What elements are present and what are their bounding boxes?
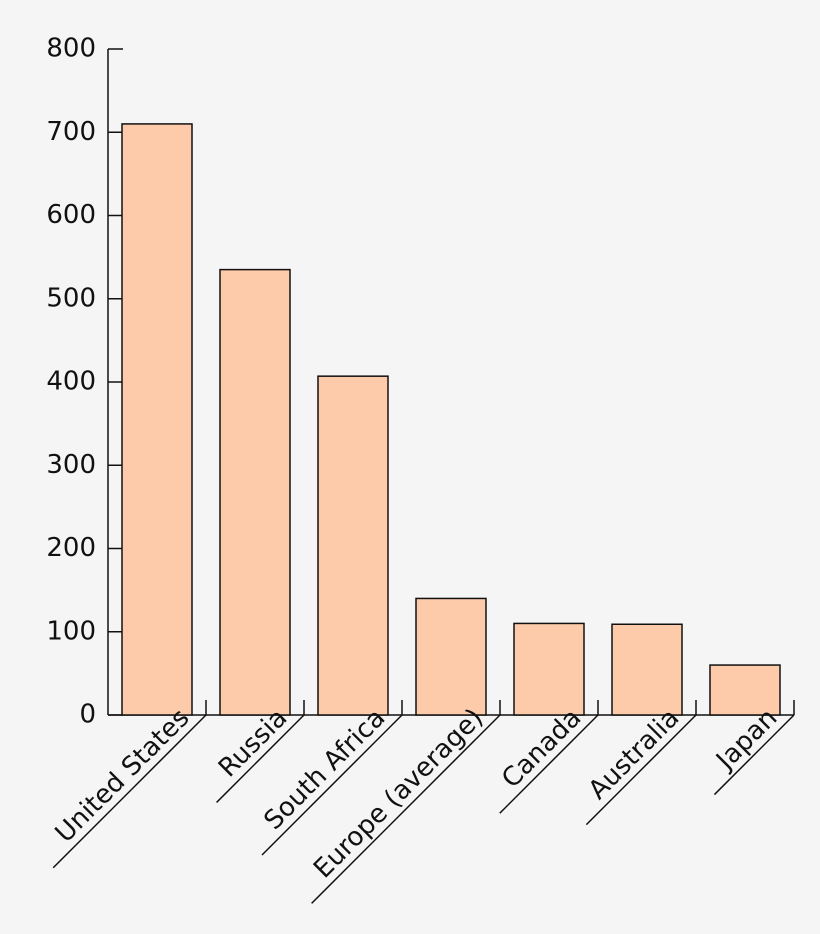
x-label-underline [216, 714, 305, 803]
bar [611, 623, 683, 716]
x-tick-label: United States [50, 703, 196, 849]
x-label-underline [261, 714, 403, 856]
x-label-group: Europe (average) [308, 703, 501, 904]
y-tick-label: 600 [46, 200, 96, 230]
x-label-group: United States [50, 703, 207, 869]
x-label-underline [499, 714, 599, 814]
y-tick-label: 400 [46, 367, 96, 397]
x-tick-label: Europe (average) [308, 703, 489, 884]
y-tick-label: 700 [46, 117, 96, 147]
x-tick-label: Canada [496, 703, 587, 794]
bar [709, 664, 781, 716]
x-label-underline [713, 714, 795, 796]
x-label-underline [585, 714, 697, 826]
bar [121, 123, 193, 716]
x-tick-label: Australia [583, 703, 686, 806]
bar [219, 268, 291, 716]
y-tick-label: 200 [46, 533, 96, 563]
y-tick-label: 100 [46, 616, 96, 646]
y-tick-label: 800 [46, 34, 96, 64]
y-tick-label: 300 [46, 450, 96, 480]
bar [513, 622, 585, 716]
x-label-underline [311, 714, 501, 904]
bar [415, 597, 487, 716]
x-label-underline [52, 714, 207, 869]
y-tick-label: 0 [79, 700, 96, 730]
bar [317, 375, 389, 716]
y-tick-label: 500 [46, 283, 96, 313]
